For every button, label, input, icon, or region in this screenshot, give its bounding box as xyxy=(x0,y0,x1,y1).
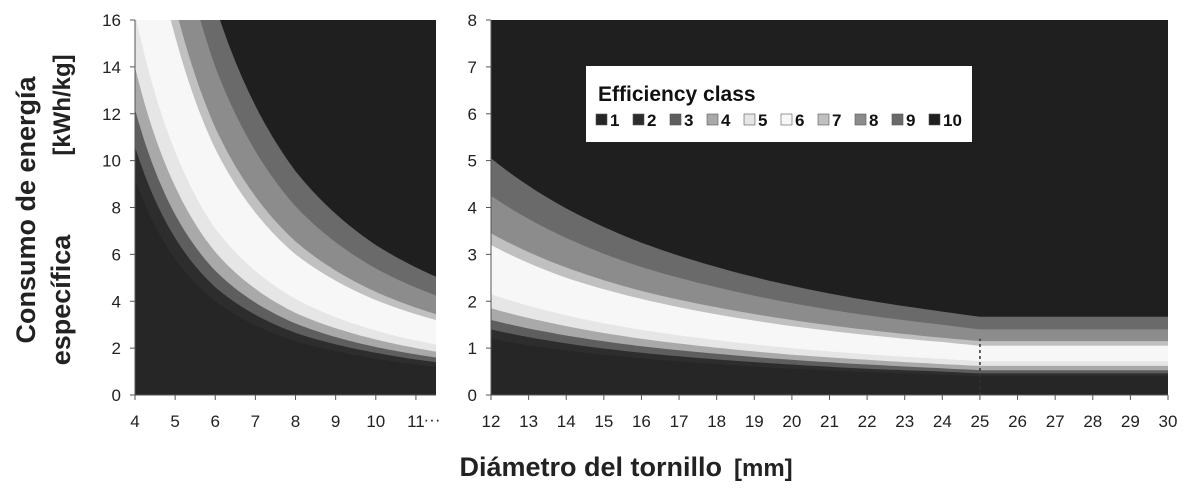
x-axis-ellipsis: ··· xyxy=(424,410,441,429)
x-tick-label: 9 xyxy=(331,412,340,431)
legend-swatch-8 xyxy=(854,113,867,126)
y-tick-label: 0 xyxy=(112,386,121,405)
legend-label-1: 1 xyxy=(610,111,619,130)
x-tick-label: 29 xyxy=(1121,412,1140,431)
x-tick-label: 10 xyxy=(366,412,385,431)
x-tick-label: 15 xyxy=(594,412,613,431)
x-tick-label: 11 xyxy=(407,412,425,431)
legend-label-10: 10 xyxy=(943,111,962,130)
y-axis-label-line2: específica xyxy=(46,234,76,366)
x-tick-label: 5 xyxy=(170,412,179,431)
x-tick-label: 27 xyxy=(1046,412,1065,431)
x-tick-label: 22 xyxy=(858,412,877,431)
legend-swatch-9 xyxy=(891,113,904,126)
x-tick-label: 18 xyxy=(707,412,726,431)
legend-label-3: 3 xyxy=(684,111,693,130)
y-tick-label: 8 xyxy=(112,199,121,218)
x-tick-label: 28 xyxy=(1083,412,1102,431)
legend-swatch-4 xyxy=(706,113,719,126)
y-tick-label: 0 xyxy=(468,386,477,405)
y-tick-label: 7 xyxy=(468,58,477,77)
y-tick-label: 8 xyxy=(468,11,477,30)
legend-swatch-3 xyxy=(669,113,682,126)
x-tick-label: 23 xyxy=(895,412,914,431)
x-tick-label: 7 xyxy=(251,412,260,431)
x-tick-label: 12 xyxy=(482,412,501,431)
legend-label-9: 9 xyxy=(906,111,915,130)
legend-swatch-6 xyxy=(780,113,793,126)
y-axis-unit: [kWh/kg] xyxy=(49,54,76,155)
x-tick-label: 4 xyxy=(130,412,139,431)
x-axis-label: Diámetro del tornillo xyxy=(459,452,722,482)
x-tick-label: 17 xyxy=(670,412,689,431)
legend-label-8: 8 xyxy=(869,111,878,130)
y-tick-label: 2 xyxy=(468,292,477,311)
y-tick-label: 5 xyxy=(468,152,477,171)
legend-swatch-10 xyxy=(928,113,941,126)
y-tick-label: 4 xyxy=(112,292,121,311)
legend-label-5: 5 xyxy=(758,111,767,130)
legend-label-6: 6 xyxy=(795,111,804,130)
x-tick-label: 13 xyxy=(519,412,538,431)
y-tick-label: 3 xyxy=(468,245,477,264)
legend-label-4: 4 xyxy=(721,111,731,130)
x-tick-label: 20 xyxy=(782,412,801,431)
y-tick-label: 10 xyxy=(102,152,121,171)
x-tick-label: 21 xyxy=(820,412,839,431)
legend-label-2: 2 xyxy=(647,111,656,130)
legend-swatch-1 xyxy=(595,113,608,126)
x-tick-label: 16 xyxy=(632,412,651,431)
x-tick-label: 8 xyxy=(291,412,300,431)
panel-left: 0 2 4 6 8 10 12 14 16 4 5 6 7 8 9 10 11··· xyxy=(102,11,441,431)
legend-title: Efficiency class xyxy=(598,83,756,106)
x-tick-label: 19 xyxy=(745,412,764,431)
y-tick-label: 16 xyxy=(102,11,121,30)
legend-label-7: 7 xyxy=(832,111,841,130)
x-tick-label: 6 xyxy=(211,412,220,431)
x-axis-unit: [mm] xyxy=(734,455,793,482)
y-tick-label: 4 xyxy=(468,199,477,218)
axis-titles: Consumo de energía específica [kWh/kg] D… xyxy=(11,54,793,482)
legend-items: 1 2 3 4 5 6 7 8 9 10 xyxy=(595,111,962,130)
class-band-1 xyxy=(135,179,436,395)
legend-swatch-5 xyxy=(743,113,756,126)
y-tick-label: 12 xyxy=(102,105,121,124)
x-tick-label: 24 xyxy=(933,412,952,431)
legend: Efficiency class 1 2 3 4 5 6 7 8 9 10 xyxy=(586,66,972,142)
y-tick-label: 14 xyxy=(102,58,121,77)
x-tick-label: 30 xyxy=(1159,412,1178,431)
y-axis-label-line1: Consumo de energía xyxy=(11,75,41,343)
legend-swatch-7 xyxy=(817,113,830,126)
class-band-1 xyxy=(491,338,1168,395)
legend-swatch-2 xyxy=(632,113,645,126)
y-tick-label: 6 xyxy=(112,245,121,264)
x-tick-label: 26 xyxy=(1008,412,1027,431)
x-tick-label: 14 xyxy=(557,412,576,431)
x-tick-label: 25 xyxy=(970,412,989,431)
y-tick-label: 1 xyxy=(468,339,477,358)
legend-box xyxy=(586,66,972,142)
y-tick-label: 2 xyxy=(112,339,121,358)
y-tick-label: 6 xyxy=(468,105,477,124)
